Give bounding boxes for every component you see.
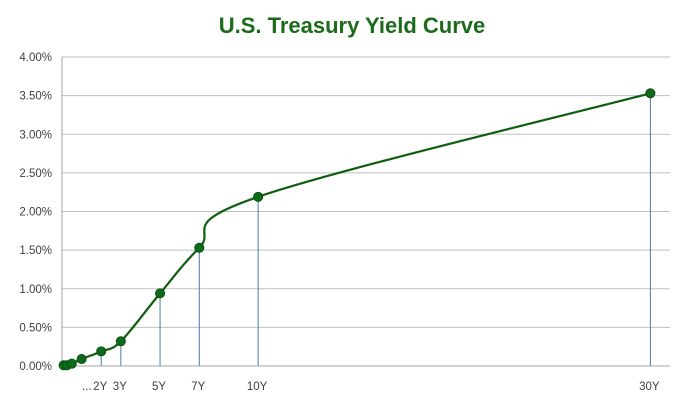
y-tick-label: 3.00%	[19, 129, 52, 141]
y-tick-label: 0.00%	[19, 361, 52, 373]
data-point	[253, 191, 264, 202]
y-tick-label: 3.50%	[19, 91, 52, 103]
data-point	[115, 336, 126, 347]
data-point	[96, 346, 107, 357]
data-points	[58, 88, 656, 371]
drop-lines	[100, 93, 651, 366]
y-axis-ticks: 0.00% 0.50% 1.00% 1.50% 2.00% 2.50% 3.00% 3.50%…	[19, 52, 52, 373]
data-point	[645, 88, 656, 99]
data-point	[76, 354, 87, 365]
x-tick-label: 2Y	[93, 381, 107, 393]
x-tick-label: 3Y	[113, 381, 127, 393]
x-tick-label: 5Y	[152, 381, 166, 393]
data-point	[66, 358, 77, 369]
data-point	[155, 288, 166, 299]
y-tick-label: 4.00%	[19, 52, 52, 64]
data-point	[194, 242, 205, 253]
x-tick-label: 30Y	[639, 381, 660, 393]
x-tick-label: ...	[82, 381, 92, 393]
y-tick-label: 1.00%	[19, 284, 52, 296]
y-tick-label: 2.50%	[19, 168, 52, 180]
y-tick-label: 2.00%	[19, 207, 52, 219]
chart-title: U.S. Treasury Yield Curve	[219, 13, 486, 38]
x-tick-label: 10Y	[247, 381, 268, 393]
x-tick-label: 7Y	[191, 381, 205, 393]
x-axis-ticks: ... 2Y 3Y 5Y 7Y 10Y 30Y	[82, 381, 660, 393]
y-tick-label: 0.50%	[19, 322, 52, 334]
axes	[61, 57, 670, 367]
grid-lines	[62, 56, 670, 328]
y-tick-label: 1.50%	[19, 245, 52, 257]
